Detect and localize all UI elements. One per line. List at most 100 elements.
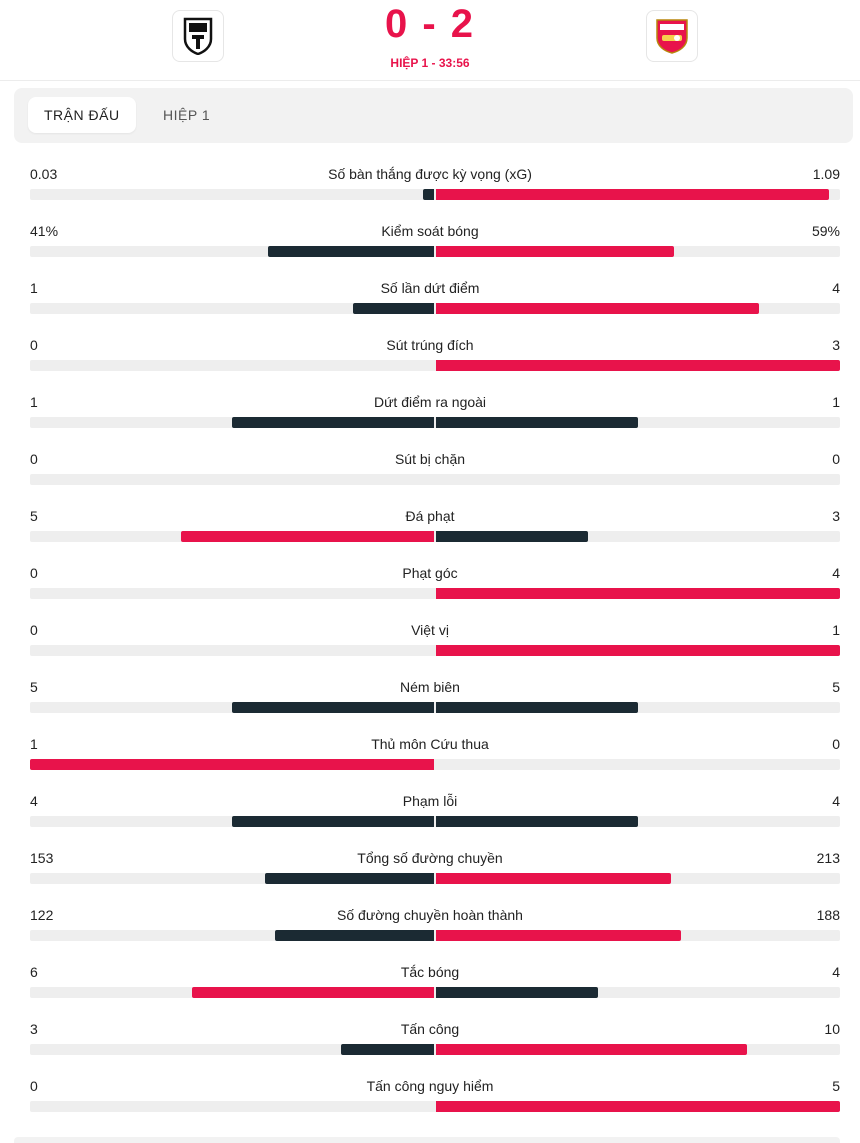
stat-label: Tắc bóng xyxy=(400,964,460,980)
away-team-logo[interactable] xyxy=(646,10,698,62)
away-stat-bar xyxy=(436,873,671,884)
away-stat-value: 10 xyxy=(824,1021,840,1037)
away-stat-bar xyxy=(436,816,638,827)
stat-row: 1 Dứt điểm ra ngoài 1 xyxy=(0,388,860,445)
stat-bar-track xyxy=(30,702,840,713)
away-stat-bar xyxy=(436,246,674,257)
stats-list: 0.03 Số bàn thắng được kỳ vọng (xG) 1.09 41… xyxy=(0,160,860,1129)
stat-label: Đá phạt xyxy=(405,508,455,524)
home-stat-bar xyxy=(423,189,434,200)
away-stat-value: 3 xyxy=(832,508,840,524)
home-stat-bar xyxy=(30,759,434,770)
stat-row: 6 Tắc bóng 4 xyxy=(0,958,860,1015)
stat-label: Tổng số đường chuyền xyxy=(357,850,503,866)
stat-bar-track xyxy=(30,531,840,542)
home-stat-value: 0 xyxy=(30,565,38,581)
home-stat-value: 5 xyxy=(30,508,38,524)
stat-row: 5 Đá phạt 3 xyxy=(0,502,860,559)
stat-label: Phạm lỗi xyxy=(402,793,458,809)
away-stat-bar xyxy=(436,645,840,656)
stat-bar-track xyxy=(30,816,840,827)
stat-bar-track xyxy=(30,303,840,314)
stat-label: Số bàn thắng được kỳ vọng (xG) xyxy=(328,166,532,182)
away-stat-value: 59% xyxy=(811,223,840,239)
match-header: 0 - 2 HIỆP 1 - 33:56 xyxy=(0,0,860,81)
away-stat-bar xyxy=(436,588,840,599)
away-stat-value: 4 xyxy=(832,565,840,581)
stat-label: Ném biên xyxy=(400,679,460,695)
away-stat-value: 1 xyxy=(832,394,840,410)
stat-row: 0 Phạt góc 4 xyxy=(0,559,860,616)
stat-bar-track xyxy=(30,1101,840,1112)
stat-bar-track xyxy=(30,1044,840,1055)
away-stat-bar xyxy=(436,987,598,998)
away-stat-value: 5 xyxy=(832,679,840,695)
away-stat-bar xyxy=(436,702,638,713)
home-stat-bar xyxy=(232,702,434,713)
away-stat-value: 1.09 xyxy=(812,166,840,182)
arsenal-crest-icon xyxy=(656,19,688,54)
home-stat-bar xyxy=(232,417,434,428)
home-stat-bar xyxy=(268,246,434,257)
away-stat-value: 4 xyxy=(832,964,840,980)
away-stat-value: 4 xyxy=(832,280,840,296)
stat-bar-track xyxy=(30,645,840,656)
stat-bar-track xyxy=(30,930,840,941)
tab-first-half[interactable]: HIỆP 1 xyxy=(163,107,211,123)
stat-label: Phạt góc xyxy=(402,565,458,581)
stat-label: Sút bị chặn xyxy=(394,451,466,467)
away-stat-value: 188 xyxy=(816,907,840,923)
stat-row: 0 Việt vị 1 xyxy=(0,616,860,673)
stat-row: 0.03 Số bàn thắng được kỳ vọng (xG) 1.09 xyxy=(0,160,860,217)
home-stat-bar xyxy=(232,816,434,827)
away-stat-bar xyxy=(436,531,588,542)
away-stat-value: 4 xyxy=(832,793,840,809)
away-stat-bar xyxy=(436,303,759,314)
home-stat-value: 4 xyxy=(30,793,38,809)
stat-bar-track xyxy=(30,246,840,257)
away-stat-value: 1 xyxy=(832,622,840,638)
stat-row: 1 Thủ môn Cứu thua 0 xyxy=(0,730,860,787)
home-stat-value: 5 xyxy=(30,679,38,695)
away-stat-bar xyxy=(436,930,681,941)
match-period: HIỆP 1 - 33:56 xyxy=(390,56,470,70)
stat-label: Tấn công xyxy=(400,1021,460,1037)
stat-bar-track xyxy=(30,759,840,770)
stat-row: 0 Tấn công nguy hiểm 5 xyxy=(0,1072,860,1129)
period-tabs: TRẬN ĐẤU HIỆP 1 xyxy=(14,88,853,143)
stat-row: 4 Phạm lỗi 4 xyxy=(0,787,860,844)
away-stat-value: 213 xyxy=(816,850,840,866)
home-stat-value: 6 xyxy=(30,964,38,980)
fulham-crest-icon xyxy=(183,17,213,55)
home-stat-bar xyxy=(275,930,434,941)
stat-label: Số lần dứt điểm xyxy=(380,280,480,296)
home-stat-value: 1 xyxy=(30,394,38,410)
tab-match[interactable]: TRẬN ĐẤU xyxy=(28,97,136,133)
stat-label: Kiểm soát bóng xyxy=(381,223,479,239)
home-stat-bar xyxy=(192,987,434,998)
stat-bar-track xyxy=(30,987,840,998)
stat-label: Việt vị xyxy=(411,622,449,638)
stat-bar-track xyxy=(30,873,840,884)
home-team-logo[interactable] xyxy=(172,10,224,62)
stat-bar-track xyxy=(30,360,840,371)
home-stat-bar xyxy=(265,873,434,884)
home-stat-value: 122 xyxy=(30,907,54,923)
stat-bar-track xyxy=(30,189,840,200)
home-stat-value: 0.03 xyxy=(30,166,58,182)
home-stat-value: 1 xyxy=(30,736,38,752)
home-stat-value: 0 xyxy=(30,622,38,638)
home-stat-bar xyxy=(181,531,434,542)
home-stat-value: 0 xyxy=(30,451,38,467)
home-stat-value: 41% xyxy=(30,223,59,239)
stat-label: Dứt điểm ra ngoài xyxy=(373,394,487,410)
away-stat-bar xyxy=(436,189,829,200)
away-stat-value: 3 xyxy=(832,337,840,353)
divider xyxy=(14,1137,840,1143)
away-stat-value: 5 xyxy=(832,1078,840,1094)
stat-row: 153 Tổng số đường chuyền 213 xyxy=(0,844,860,901)
stat-row: 1 Số lần dứt điểm 4 xyxy=(0,274,860,331)
home-stat-value: 153 xyxy=(30,850,54,866)
stat-row: 0 Sút bị chặn 0 xyxy=(0,445,860,502)
stat-label: Tấn công nguy hiểm xyxy=(366,1078,494,1094)
